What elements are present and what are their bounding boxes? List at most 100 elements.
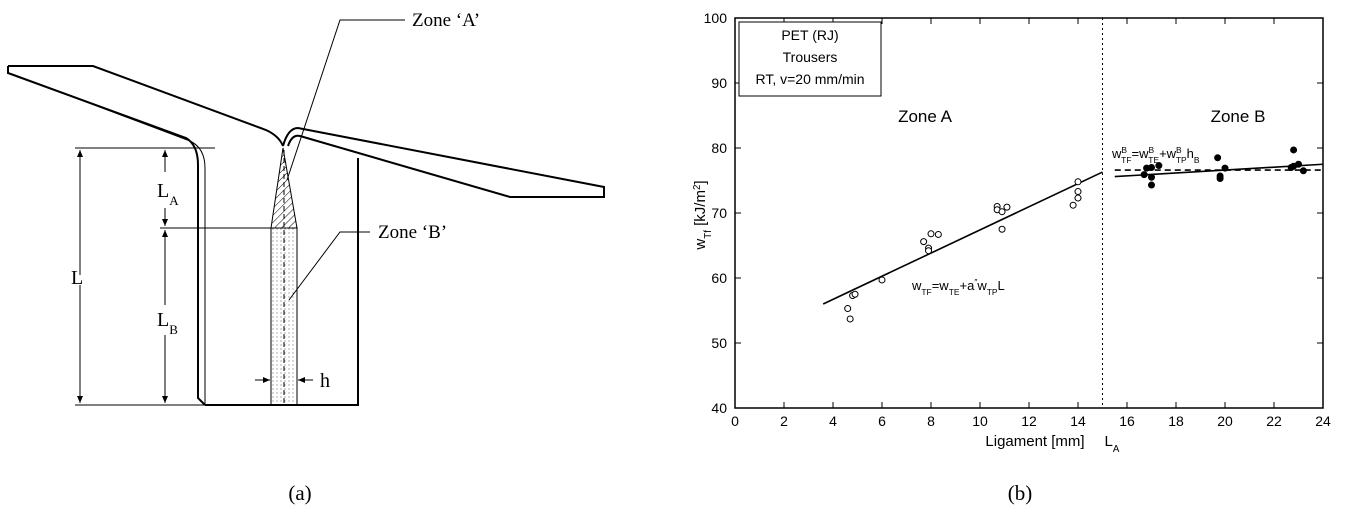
y-tick-label: 60 <box>711 270 727 286</box>
data-point <box>1140 171 1148 179</box>
x-tick-label: 0 <box>731 413 739 429</box>
info-line: Trousers <box>783 49 838 65</box>
data-point <box>851 290 859 298</box>
boundary-label: LA <box>1105 433 1120 455</box>
text-run: +w <box>1159 146 1177 161</box>
data-point <box>1295 160 1302 168</box>
superscript: 2 <box>692 185 703 190</box>
text-run: [kJ/m <box>692 190 709 230</box>
equation: wB TF=wB TE+wB TPhB <box>1111 145 1200 165</box>
subscript: TP <box>1176 155 1187 165</box>
left-leg-inner <box>11 73 206 405</box>
y-tick-label: 70 <box>711 205 727 221</box>
zone-label: Zone A <box>898 107 953 126</box>
data-point <box>1214 154 1222 162</box>
data-point <box>1290 146 1298 154</box>
data-point <box>1003 203 1011 211</box>
zone-label: Zone B <box>1211 107 1266 126</box>
data-point <box>925 247 933 255</box>
y-tick-label: 40 <box>711 400 727 416</box>
caption: (a) <box>288 481 311 505</box>
data-point <box>1148 164 1155 171</box>
x-tick-label: 12 <box>1021 413 1037 429</box>
data-point <box>927 230 935 238</box>
data-point <box>1074 194 1082 202</box>
data-point <box>1221 164 1229 172</box>
text-run: w <box>1111 146 1122 161</box>
subscript: B <box>1194 155 1200 165</box>
x-tick-label: 8 <box>927 413 935 429</box>
left-flap-top <box>8 65 284 147</box>
text-run: ] <box>692 180 709 184</box>
dimension-label: L <box>71 267 83 289</box>
x-tick-label: 6 <box>878 413 886 429</box>
data-point <box>1069 201 1077 209</box>
text-run: w <box>976 278 987 293</box>
dimension-label: LA <box>157 180 179 208</box>
x-tick-label: 22 <box>1266 413 1282 429</box>
x-tick-label: 10 <box>972 413 988 429</box>
caption: (b) <box>1008 481 1033 505</box>
y-tick-label: 80 <box>711 140 727 156</box>
data-point <box>844 305 852 313</box>
data-point <box>1299 167 1307 175</box>
data-point <box>998 208 1006 216</box>
superscript: B <box>1148 145 1154 155</box>
zone-label: Zone ‘A’ <box>412 10 480 31</box>
text-run: L <box>1105 433 1113 450</box>
x-tick-label: 2 <box>780 413 788 429</box>
superscript: B <box>1121 145 1127 155</box>
data-point <box>846 315 854 323</box>
leader-line <box>286 19 405 181</box>
subscript: Tf <box>703 230 714 239</box>
right-leg <box>205 158 359 406</box>
info-box <box>738 21 882 97</box>
subscript: TF <box>921 287 931 297</box>
data-point <box>1074 188 1082 196</box>
data-point <box>1074 178 1082 186</box>
equation: wTF=wTE+a″wTPL <box>911 277 1005 297</box>
text-run: h <box>1187 146 1194 161</box>
subscript: TE <box>1148 155 1159 165</box>
subscript: A <box>169 193 179 208</box>
dimension-label: LB <box>157 309 178 337</box>
superscript: ″ <box>974 277 977 287</box>
y-tick-label: 50 <box>711 335 727 351</box>
data-point <box>920 238 928 246</box>
fit-line <box>822 171 1103 305</box>
superscript: B <box>1176 145 1182 155</box>
specimen-diagram: Zone ‘A’ Zone ‘B’ L h LA LB <box>7 10 605 406</box>
subscript: B <box>169 322 178 337</box>
x-tick-label: 4 <box>829 413 837 429</box>
zone-label: Zone ‘B’ <box>378 222 447 243</box>
text-run: +a <box>959 278 975 293</box>
x-tick-label: 20 <box>1217 413 1233 429</box>
text-run: L <box>998 278 1005 293</box>
x-axis-label: Ligament [mm] <box>985 433 1084 450</box>
subscript: TP <box>987 287 998 297</box>
right-flap <box>282 126 605 198</box>
y-tick-label: 90 <box>711 75 727 91</box>
left-flap-bottom <box>7 66 206 406</box>
data-point <box>1148 181 1155 189</box>
info-line: PET (RJ) <box>781 27 838 43</box>
y-axis-label: wTf [kJ/m2] <box>692 180 714 250</box>
x-tick-label: 14 <box>1070 413 1086 429</box>
text-run: w <box>911 278 922 293</box>
subscript: A <box>1113 444 1120 455</box>
data-point <box>878 276 886 284</box>
text-run: L <box>157 309 169 331</box>
x-tick-label: 24 <box>1315 413 1331 429</box>
data-point <box>934 230 942 238</box>
data-point <box>998 225 1006 233</box>
subscript: TF <box>1121 155 1131 165</box>
text-run: w <box>692 239 709 251</box>
y-tick-label: 100 <box>704 10 728 26</box>
x-tick-label: 16 <box>1119 413 1135 429</box>
text-run: L <box>157 180 169 202</box>
text-run: =w <box>932 278 950 293</box>
text-run: =w <box>1131 146 1149 161</box>
data-point <box>1148 173 1155 181</box>
